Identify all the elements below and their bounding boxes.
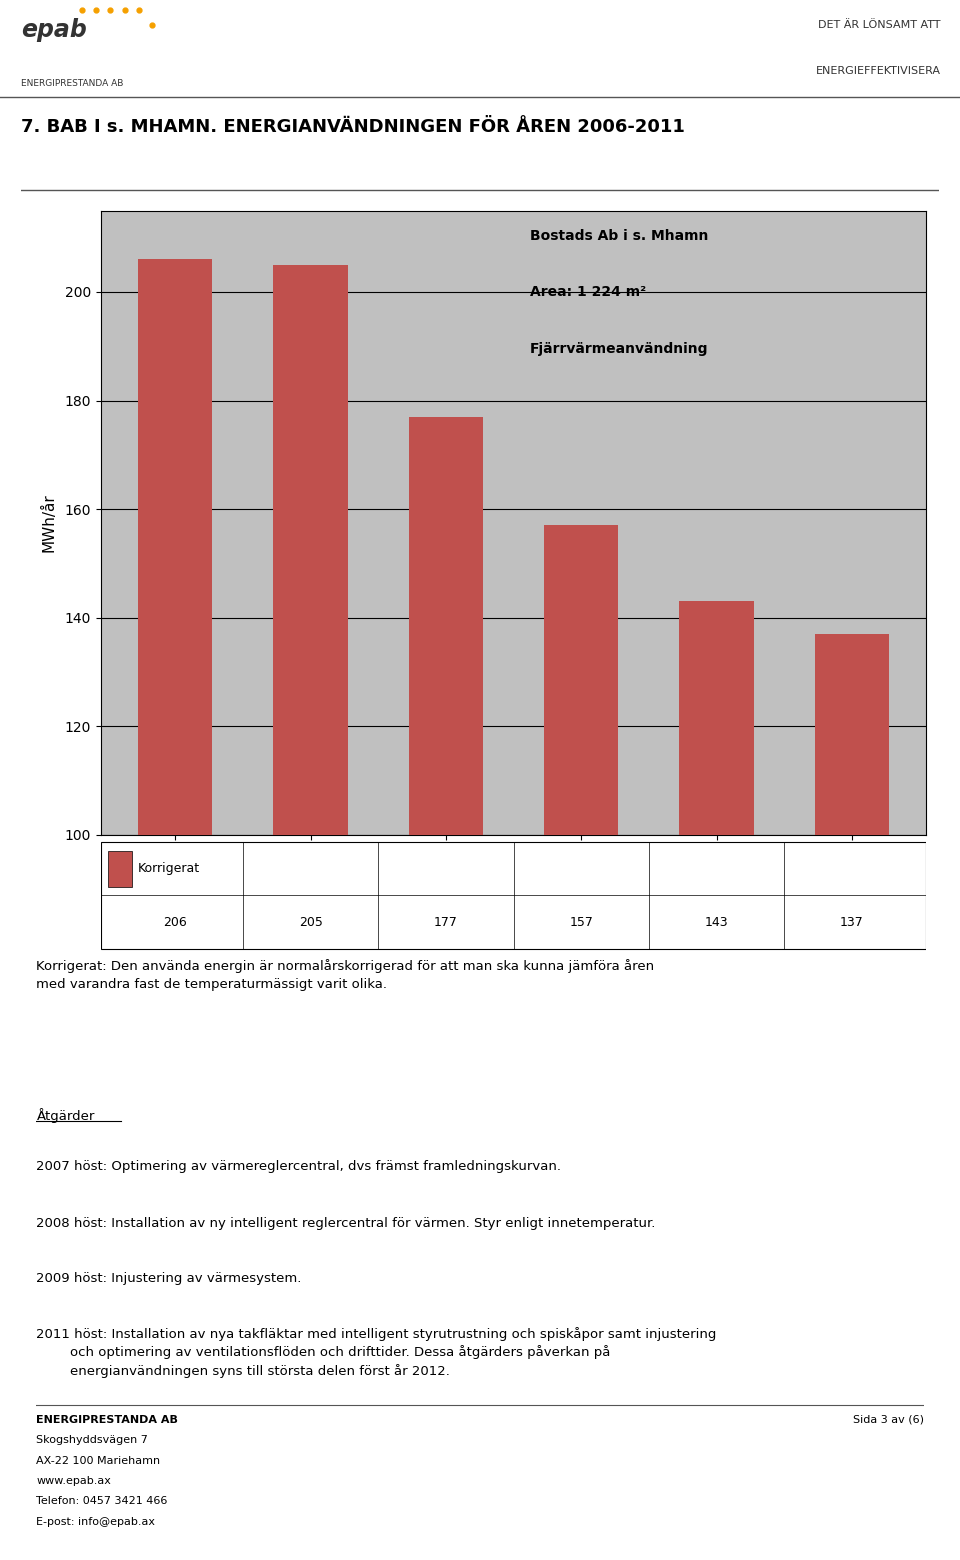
Text: 2007 höst: Optimering av värmereglercentral, dvs främst framledningskurvan.: 2007 höst: Optimering av värmereglercent… bbox=[36, 1159, 562, 1173]
Text: Åtgärder: Åtgärder bbox=[36, 1108, 95, 1123]
Text: Skogshyddsvägen 7: Skogshyddsvägen 7 bbox=[36, 1435, 149, 1445]
Text: 7. BAB I s. MHAMN. ENERGIANVÄNDNINGEN FÖR ÅREN 2006-2011: 7. BAB I s. MHAMN. ENERGIANVÄNDNINGEN FÖ… bbox=[21, 119, 685, 136]
Bar bbox=[544, 526, 618, 835]
Text: Bostads Ab i s. Mhamn: Bostads Ab i s. Mhamn bbox=[530, 229, 708, 243]
Text: AX-22 100 Mariehamn: AX-22 100 Mariehamn bbox=[36, 1455, 160, 1466]
Text: ENERGIPRESTANDA AB: ENERGIPRESTANDA AB bbox=[36, 1415, 179, 1424]
Text: Area: 1 224 m²: Area: 1 224 m² bbox=[530, 285, 646, 300]
Text: 137: 137 bbox=[840, 916, 864, 928]
Bar bbox=[138, 259, 212, 835]
Text: Sida 3 av (6): Sida 3 av (6) bbox=[852, 1415, 924, 1424]
Text: Korrigerat: Den använda energin är normalårskorrigerad för att man ska kunna jäm: Korrigerat: Den använda energin är norma… bbox=[36, 959, 655, 991]
Text: Telefon: 0457 3421 466: Telefon: 0457 3421 466 bbox=[36, 1496, 168, 1507]
Bar bbox=[409, 417, 483, 835]
Bar bbox=[274, 265, 348, 835]
Text: DET ÄR LÖNSAMT ATT: DET ÄR LÖNSAMT ATT bbox=[818, 20, 941, 30]
Text: Fjärrvärmeanvändning: Fjärrvärmeanvändning bbox=[530, 342, 708, 356]
Text: 143: 143 bbox=[705, 916, 729, 928]
Text: 206: 206 bbox=[163, 916, 187, 928]
Text: 177: 177 bbox=[434, 916, 458, 928]
Bar bbox=[815, 633, 889, 835]
Text: E-post: info@epab.ax: E-post: info@epab.ax bbox=[36, 1516, 156, 1527]
Bar bbox=[108, 850, 132, 888]
Text: Korrigerat: Korrigerat bbox=[137, 863, 200, 875]
Text: 205: 205 bbox=[299, 916, 323, 928]
Text: epab: epab bbox=[21, 19, 86, 42]
Y-axis label: MWh/år: MWh/år bbox=[41, 493, 57, 552]
Text: 2011 höst: Installation av nya takfläktar med intelligent styrutrustning och spi: 2011 höst: Installation av nya takfläkta… bbox=[36, 1328, 717, 1377]
Text: 157: 157 bbox=[569, 916, 593, 928]
Text: 2009 höst: Injustering av värmesystem.: 2009 höst: Injustering av värmesystem. bbox=[36, 1271, 301, 1285]
Text: 2008 höst: Installation av ny intelligent reglercentral för värmen. Styr enligt : 2008 höst: Installation av ny intelligen… bbox=[36, 1217, 656, 1231]
Text: www.epab.ax: www.epab.ax bbox=[36, 1476, 111, 1487]
Bar bbox=[680, 601, 754, 835]
Text: ENERGIEFFEKTIVISERA: ENERGIEFFEKTIVISERA bbox=[816, 66, 941, 76]
Text: ENERGIPRESTANDA AB: ENERGIPRESTANDA AB bbox=[21, 80, 124, 87]
